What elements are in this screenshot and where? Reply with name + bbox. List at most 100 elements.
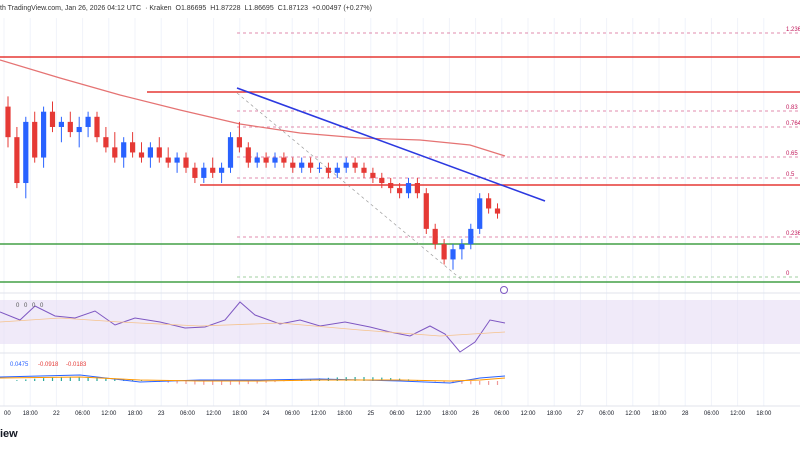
candle-body xyxy=(423,193,429,229)
candle-body xyxy=(299,162,305,168)
candle-body xyxy=(85,116,91,127)
candle-body xyxy=(236,137,242,148)
candle-body xyxy=(441,244,447,260)
fib-level-label: 0.236 xyxy=(786,231,800,237)
candle-body xyxy=(14,137,20,184)
x-tick-label: 12:00 xyxy=(416,411,432,417)
rsi-line xyxy=(0,301,506,353)
candle-body xyxy=(397,188,403,194)
x-tick-label: 12:00 xyxy=(520,411,536,417)
x-tick-label: 24 xyxy=(263,411,270,417)
moving-average xyxy=(0,59,506,157)
x-tick-label: 28 xyxy=(682,411,689,417)
candle-body xyxy=(227,137,234,168)
candle-body xyxy=(290,162,296,168)
candle-body xyxy=(486,198,492,209)
header-low: L1.86695 xyxy=(244,5,274,12)
candle-body xyxy=(183,157,189,168)
candle-body xyxy=(370,172,376,178)
header-publisher: th TradingView.com, Jan 26, 2026 04:12 U… xyxy=(0,5,142,12)
x-tick-label: 12:00 xyxy=(206,411,222,417)
x-tick-label: 12:00 xyxy=(730,411,746,417)
x-tick-label: 18:00 xyxy=(232,411,248,417)
brand-logo-text: iew xyxy=(0,428,18,440)
macd-value: -0.0918 xyxy=(38,362,59,368)
candle-body xyxy=(67,121,73,133)
fib-level-label: 1.236 xyxy=(786,27,800,33)
rsi-signal-line xyxy=(0,317,506,337)
candle-body xyxy=(210,167,216,173)
candle-body xyxy=(388,183,394,189)
candle-body xyxy=(308,162,314,168)
candle-body xyxy=(32,121,38,158)
fib-level-label: 0.65 xyxy=(786,151,798,157)
candle-body xyxy=(23,121,29,184)
x-tick-label: 06:00 xyxy=(75,411,91,417)
candle-body xyxy=(76,126,82,133)
candle-body xyxy=(477,198,483,229)
header-high: H1.87228 xyxy=(210,5,241,12)
macd-value: 0.0475 xyxy=(10,362,29,368)
x-tick-label: 06:00 xyxy=(285,411,301,417)
candle-body xyxy=(494,208,501,214)
candle-body xyxy=(316,167,323,169)
rsi-value: 0 xyxy=(24,303,28,309)
candle-body xyxy=(174,157,180,163)
x-tick-label: 12:00 xyxy=(625,411,641,417)
x-tick-label: 18:00 xyxy=(337,411,353,417)
header-change: +0.00497 (+0.27%) xyxy=(311,5,372,12)
x-tick-label: 06:00 xyxy=(180,411,196,417)
candle-body xyxy=(468,228,474,245)
candle-body xyxy=(201,167,207,178)
candle-body xyxy=(334,167,340,173)
x-tick-label: 26 xyxy=(472,411,479,417)
candle-body xyxy=(156,147,162,158)
trendlines xyxy=(236,87,546,294)
x-tick-label: 12:00 xyxy=(101,411,117,417)
rsi-value: 0 xyxy=(32,303,36,309)
candle-body xyxy=(103,137,109,148)
x-tick-label: 06:00 xyxy=(494,411,510,417)
fib-level-label: 0.83 xyxy=(786,105,798,111)
candle-body xyxy=(49,111,56,127)
candle-body xyxy=(272,157,278,163)
candle-body xyxy=(263,157,269,163)
fib-level-label: 0.5 xyxy=(786,172,795,178)
candle-body xyxy=(138,152,145,158)
candle-body xyxy=(254,157,260,163)
candle-body xyxy=(192,167,198,178)
x-tick-label: 12:00 xyxy=(311,411,327,417)
candle-body xyxy=(450,249,456,260)
fib-level-label: 0.764 xyxy=(786,121,800,127)
candle-body xyxy=(281,157,287,163)
x-tick-label: 22 xyxy=(53,411,60,417)
alert-marker xyxy=(500,286,508,294)
x-tick-label: 23 xyxy=(158,411,165,417)
candle-body xyxy=(58,121,64,127)
candle-body xyxy=(343,162,349,168)
candles xyxy=(5,96,501,270)
candle-body xyxy=(94,116,100,138)
candle-body xyxy=(459,244,465,250)
x-tick-label: 27 xyxy=(577,411,584,417)
horizontal-levels xyxy=(0,56,800,283)
macd-value: -0.0183 xyxy=(66,362,87,368)
rsi-value: 0 xyxy=(40,303,44,309)
x-tick-label: 18:00 xyxy=(756,411,772,417)
candle-body xyxy=(432,228,438,245)
x-tick-label: 06:00 xyxy=(704,411,720,417)
header-close: C1.87123 xyxy=(277,5,309,12)
header-exchange: · Kraken xyxy=(145,5,172,12)
macd-pane: 0.0475 -0.0918 -0.0183 xyxy=(0,362,506,385)
time-axis: 00 18:00 22 06:00 12:00 18:00 23 06:00 12:00 18:0… xyxy=(4,411,772,417)
candle-body xyxy=(361,167,367,173)
candle-body xyxy=(414,183,420,194)
rsi-band xyxy=(0,300,800,344)
x-tick-label: 25 xyxy=(367,411,374,417)
candle-body xyxy=(41,111,47,158)
fib-level-label: 0 xyxy=(786,271,790,277)
candle-body xyxy=(352,162,358,168)
macd-line xyxy=(0,374,506,384)
